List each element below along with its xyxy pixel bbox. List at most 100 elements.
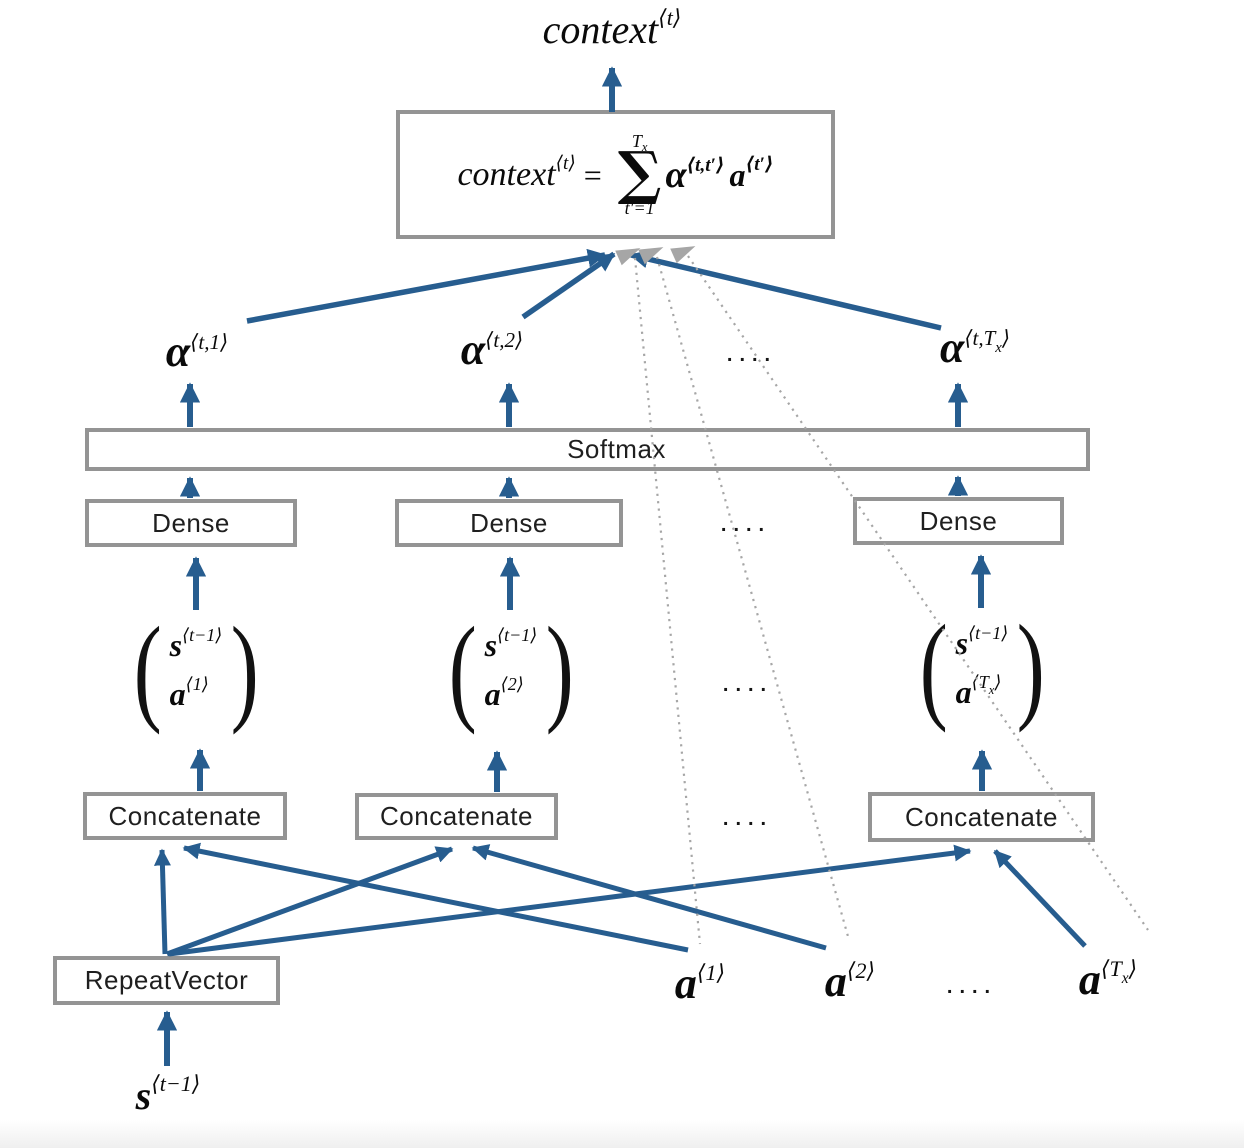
a-input-3-sup-sub: x <box>1121 970 1129 988</box>
formula-alpha-base: α <box>665 153 687 196</box>
arrow-a-3-to-concat-3 <box>993 849 1087 948</box>
vector-3-s-sup: ⟨t−1⟩ <box>968 623 1009 644</box>
gray-arrowheads <box>615 246 696 266</box>
sigma-symbol: ∑ <box>617 138 662 207</box>
vector-1-s-base: s <box>169 626 183 663</box>
ellipsis-a-input-row: .... <box>946 976 998 998</box>
dense-box-2: Dense <box>395 499 623 547</box>
footer-strip <box>0 1120 1244 1148</box>
formula-alpha-sup: ⟨t,t′⟩ <box>686 155 725 177</box>
vector-2-a-base: a <box>484 675 501 712</box>
context-output-base: context <box>542 7 659 52</box>
alpha-3-sup: ⟨t,Tx⟩ <box>964 326 1011 355</box>
a-input-2-base: a <box>824 957 847 1006</box>
formula-a-sup: ⟨t′⟩ <box>745 154 774 176</box>
ellipsis-dense-row: .... <box>720 514 772 536</box>
gray-arrowhead-3 <box>670 246 696 264</box>
s-input-sup: ⟨t−1⟩ <box>151 1071 201 1097</box>
ellipsis-alpha-row: .... <box>726 344 778 366</box>
alpha-3-sup-pre: ⟨t,T <box>964 326 996 351</box>
vector-1-s-entry: s⟨t−1⟩ <box>169 626 223 663</box>
formula-a-term: a⟨t′⟩ <box>729 155 774 193</box>
vector-2-a-entry: a⟨2⟩ <box>484 675 524 712</box>
alpha-1-base: α <box>165 327 191 376</box>
vector-3-a-base: a <box>955 673 972 710</box>
formula-a-base: a <box>729 156 746 193</box>
vector-1-s-sup: ⟨t−1⟩ <box>182 625 223 646</box>
context-output-label: context⟨t⟩ <box>542 7 682 52</box>
summation-lower-limit: t′=1 <box>624 198 655 219</box>
a-input-3-sup: ⟨Tx⟩ <box>1100 956 1137 987</box>
alpha-label-3: α⟨t,Tx⟩ <box>940 326 1010 370</box>
alpha-2-sup-pre: ⟨t,2⟩ <box>485 328 524 353</box>
a-input-label-2: a⟨2⟩ <box>825 960 875 1004</box>
vector-1-open-paren: ( <box>133 602 162 735</box>
formula-alpha-term: α⟨t,t′⟩ <box>665 156 724 194</box>
summation-upper-limit: Tx <box>632 132 648 154</box>
dense-label-1: Dense <box>152 507 230 538</box>
formula-lhs-base: context <box>457 155 556 193</box>
a-input-1-sup-pre: ⟨1⟩ <box>696 960 726 986</box>
vector-3-column: s⟨t−1⟩ a⟨Tx⟩ <box>954 624 1011 710</box>
vector-2: ( s⟨t−1⟩ a⟨2⟩ ) <box>443 602 580 735</box>
vector-3-a-entry: a⟨Tx⟩ <box>955 673 1002 710</box>
arrow-repeat-vector-to-concat-2 <box>166 846 454 957</box>
vector-3-close-paren: ) <box>1016 600 1045 733</box>
ellipsis-vector-row: .... <box>722 674 774 696</box>
alpha-label-2: α⟨t,2⟩ <box>461 328 523 372</box>
arrow-alpha-3-to-formula <box>629 249 942 331</box>
vector-1-close-paren: ) <box>230 602 259 735</box>
context-formula-box: context⟨t⟩ = Tx ∑ t′=1 α⟨t,t′⟩ a⟨t′⟩ <box>396 110 835 239</box>
vector-2-s-sup: ⟨t−1⟩ <box>497 625 538 646</box>
repeat-vector-label: RepeatVector <box>84 965 249 995</box>
softmax-label: Softmax <box>567 434 666 464</box>
vector-3: ( s⟨t−1⟩ a⟨Tx⟩ ) <box>914 600 1051 733</box>
a-input-1-base: a <box>674 959 697 1008</box>
dense-label-3: Dense <box>919 505 998 536</box>
vector-2-s-entry: s⟨t−1⟩ <box>484 626 538 663</box>
a-input-1-sup: ⟨1⟩ <box>697 960 725 985</box>
dense-box-3: Dense <box>853 497 1064 545</box>
vector-3-s-base: s <box>955 624 969 661</box>
vector-3-a-sup: ⟨Tx⟩ <box>971 672 1002 696</box>
vector-3-a-sup-post: ⟩ <box>994 672 1002 693</box>
vector-1-a-entry: a⟨1⟩ <box>169 675 209 712</box>
a-input-3-sup-pre: ⟨T <box>1100 956 1122 982</box>
a-input-label-3: a⟨Tx⟩ <box>1079 958 1137 1002</box>
vector-2-s-base: s <box>484 626 498 663</box>
formula-summation: Tx ∑ t′=1 <box>618 132 662 217</box>
alpha-2-base: α <box>460 325 486 374</box>
alpha-1-sup-pre: ⟨t,1⟩ <box>190 330 229 355</box>
arrow-a-1-to-concat-1 <box>182 842 689 953</box>
dense-label-2: Dense <box>470 507 548 538</box>
arrow-alpha-1-to-formula <box>246 248 607 324</box>
arrow-repeat-vector-to-concat-3 <box>168 844 972 957</box>
vector-1-a-sup: ⟨1⟩ <box>186 674 209 694</box>
vector-3-a-sup-pre: ⟨T <box>971 672 989 693</box>
a-input-3-base: a <box>1078 955 1101 1004</box>
vector-1-a-base: a <box>169 675 186 712</box>
alpha-3-sup-post: ⟩ <box>1001 326 1011 351</box>
dense-box-1: Dense <box>85 499 297 547</box>
concatenate-label-1: Concatenate <box>108 800 262 831</box>
formula-equals: = <box>583 156 602 193</box>
vector-2-close-paren: ) <box>545 602 574 735</box>
repeat-vector-box: RepeatVector <box>53 956 280 1005</box>
alpha-1-sup: ⟨t,1⟩ <box>190 330 228 354</box>
vector-2-a-sup-pre: ⟨2⟩ <box>500 674 524 695</box>
concatenate-box-1: Concatenate <box>83 792 287 840</box>
arrow-repeat-vector-to-concat-1 <box>153 848 171 955</box>
concatenate-box-3: Concatenate <box>868 792 1095 842</box>
arrow-alpha-2-to-formula <box>521 251 616 320</box>
alpha-label-1: α⟨t,1⟩ <box>166 330 228 374</box>
softmax-box: Softmax <box>85 428 1090 471</box>
vector-3-open-paren: ( <box>919 600 948 733</box>
s-input-label: s⟨t−1⟩ <box>136 1073 201 1116</box>
ellipsis-concatenate-row: .... <box>722 808 774 830</box>
vector-2-column: s⟨t−1⟩ a⟨2⟩ <box>483 626 540 712</box>
alpha-2-sup: ⟨t,2⟩ <box>485 328 523 352</box>
concatenate-box-2: Concatenate <box>355 793 558 840</box>
vector-3-s-entry: s⟨t−1⟩ <box>955 624 1009 661</box>
alpha-3-sup-sub: x <box>995 339 1002 356</box>
